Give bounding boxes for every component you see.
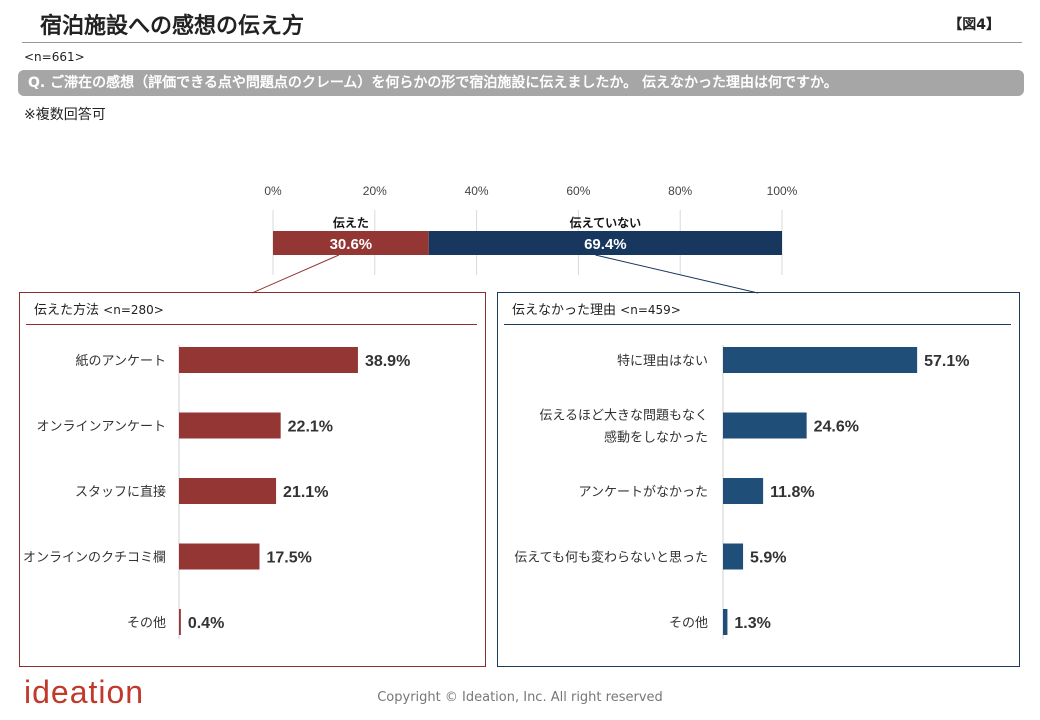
panel-methods-title: 伝えた方法 <n=280> xyxy=(34,299,164,318)
bar xyxy=(723,347,918,373)
bar-value-label: 22.1% xyxy=(288,419,333,436)
panel-reasons-heading: 伝えなかった理由 xyxy=(512,303,617,318)
segment-name-label: 伝えていない xyxy=(570,215,641,230)
panel-methods-heading: 伝えた方法 xyxy=(34,303,100,318)
bar-value-label: 24.6% xyxy=(814,419,859,436)
reasons-bar-chart: 特に理由はない 57.1% 伝えるほど大きな問題もなく感動をしなかった 24.6% アン… xyxy=(514,345,970,639)
stacked-bar-chart: 0% 20% 40% 60% 80% 100% 30.6% 伝えた 69.4% 伝えていない xyxy=(251,184,798,294)
panel-methods-divider xyxy=(26,324,477,325)
panel-reasons-title: 伝えなかった理由 <n=459> xyxy=(512,299,681,318)
category-label: 伝えても何も変わらないと思った xyxy=(514,550,708,566)
category-label: 紙のアンケート xyxy=(76,354,166,369)
page-title: 宿泊施設への感想の伝え方 xyxy=(40,14,305,39)
stacked-segment xyxy=(428,231,782,255)
category-label: スタッフに直接 xyxy=(75,484,166,500)
x-tick-label: 0% xyxy=(264,184,282,198)
logo-wordmark: ideation xyxy=(24,674,144,710)
category-label: アンケートがなかった xyxy=(579,485,708,500)
bar xyxy=(179,412,281,439)
panel-reasons-n: <n=459> xyxy=(620,303,681,317)
bar-value-label: 5.9% xyxy=(750,550,786,567)
panel-reasons: 伝えなかった理由 <n=459> 特に理由はない 57.1% 伝えるほど大きな問題も… xyxy=(497,292,1020,667)
copyright: Copyright © Ideation, Inc. All right res… xyxy=(377,690,663,705)
bar xyxy=(723,543,744,570)
bar xyxy=(723,609,728,635)
connector-line xyxy=(251,254,340,294)
sample-size: <n=661> xyxy=(24,50,85,64)
figure-number: 【図4】 xyxy=(948,17,1000,33)
stacked-segment xyxy=(273,231,429,255)
bar-value-label: 1.3% xyxy=(734,615,770,632)
x-tick-label: 40% xyxy=(465,184,489,198)
x-tick-label: 20% xyxy=(363,184,387,198)
bar-value-label: 0.4% xyxy=(188,615,224,632)
x-tick-label: 100% xyxy=(767,184,798,198)
panel-methods: 伝えた方法 <n=280> 紙のアンケート 38.9% オンラインアンケート 22.1… xyxy=(19,292,486,667)
ideation-logo: ideation xyxy=(24,674,144,710)
x-tick-label: 80% xyxy=(668,184,692,198)
x-tick-label: 60% xyxy=(566,184,590,198)
category-label: その他 xyxy=(669,616,708,631)
category-label: 特に理由はない xyxy=(617,354,708,369)
bar-value-label: 17.5% xyxy=(267,550,312,567)
bar xyxy=(179,609,181,635)
bar xyxy=(723,412,807,439)
connector-line xyxy=(595,254,759,294)
panel-methods-n: <n=280> xyxy=(103,303,164,317)
methods-bar-chart: 紙のアンケート 38.9% オンラインアンケート 22.1% スタッフに直接 21.1% オ… xyxy=(23,345,410,639)
panel-reasons-divider xyxy=(504,324,1011,325)
category-label: その他 xyxy=(127,616,166,631)
title-divider xyxy=(22,42,1022,43)
category-label: 伝えるほど大きな問題もなく感動をしなかった xyxy=(539,409,708,446)
bar xyxy=(179,347,358,373)
bar xyxy=(179,543,260,570)
bar-value-label: 11.8% xyxy=(770,484,814,501)
category-label: オンラインのクチコミ欄 xyxy=(23,550,166,566)
multiple-answer-note: ※複数回答可 xyxy=(24,107,106,123)
bar-value-label: 21.1% xyxy=(283,484,328,501)
segment-value-label: 69.4% xyxy=(584,236,627,253)
bar xyxy=(179,478,277,504)
bar xyxy=(723,478,764,504)
question-banner: Q. ご滞在の感想（評価できる点や問題点のクレーム）を何らかの形で宿泊施設に伝え… xyxy=(18,70,1024,96)
bar-value-label: 38.9% xyxy=(365,353,410,370)
bar-value-label: 57.1% xyxy=(924,353,969,370)
segment-name-label: 伝えた xyxy=(333,215,369,230)
category-label: オンラインアンケート xyxy=(37,420,166,435)
segment-value-label: 30.6% xyxy=(330,236,373,253)
